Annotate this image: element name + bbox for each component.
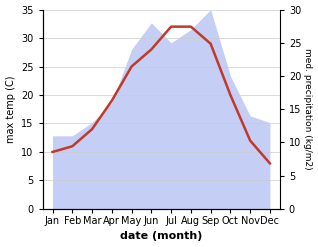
Y-axis label: med. precipitation (kg/m2): med. precipitation (kg/m2) [303,48,313,170]
Y-axis label: max temp (C): max temp (C) [5,76,16,143]
X-axis label: date (month): date (month) [120,231,203,242]
